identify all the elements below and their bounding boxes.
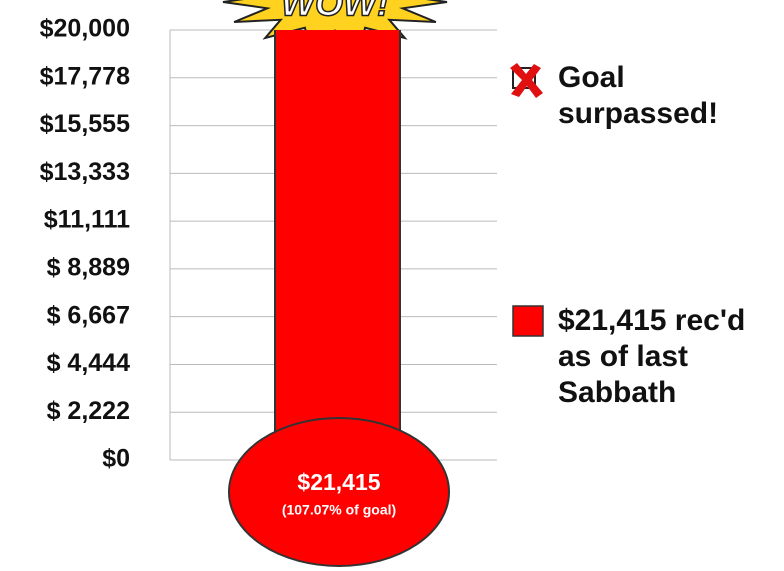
y-tick-label: $11,111 xyxy=(44,206,130,234)
burst-text: WOW! xyxy=(281,0,389,24)
y-tick-label: $ 8,889 xyxy=(47,253,130,281)
percent-label: (107.07% of goal) xyxy=(282,502,396,518)
legend-swatch xyxy=(513,306,543,336)
y-tick-label: $ 2,222 xyxy=(47,397,130,425)
y-tick-label: $ 4,444 xyxy=(47,349,131,377)
goal-legend: Goal surpassed! xyxy=(558,60,778,132)
y-tick-label: $0 xyxy=(102,445,130,473)
legend-entry: $21,415 rec'd as of last Sabbath xyxy=(558,303,783,411)
y-tick-label: $15,555 xyxy=(40,110,130,138)
y-tick-label: $ 6,667 xyxy=(47,301,130,329)
y-tick-label: $20,000 xyxy=(40,15,130,43)
bar-value-label: $21,415 xyxy=(297,469,380,495)
grid: $0 $ 2,222 $ 4,444 $ 6,667 $ 8,889 $11,111 $13… xyxy=(40,15,497,473)
y-tick-label: $17,778 xyxy=(40,62,130,90)
y-tick-label: $13,333 xyxy=(40,158,130,186)
page: $0 $ 2,222 $ 4,444 $ 6,667 $ 8,889 $11,111 $13… xyxy=(0,0,784,571)
